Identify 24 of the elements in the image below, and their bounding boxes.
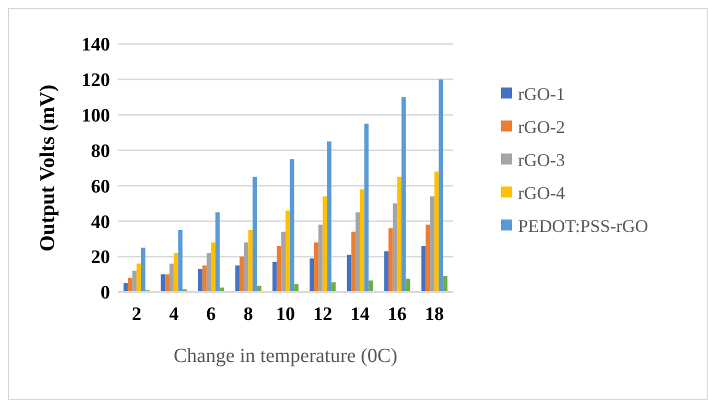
y-tick-label: 120	[82, 70, 110, 92]
x-tick-label: 4	[169, 304, 180, 325]
x-tick-label: 2	[132, 304, 142, 325]
y-tick-label: 40	[91, 212, 110, 233]
y-tick-label: 140	[82, 34, 110, 56]
x-tick-label: 8	[244, 304, 254, 325]
y-tick-label: 60	[91, 176, 110, 198]
y-tick-label: 100	[82, 106, 110, 127]
legend-label: rGO-2	[518, 116, 565, 137]
y-axis-title: Output Volts (mV)	[35, 84, 59, 252]
x-tick-label: 10	[276, 304, 295, 325]
x-tick-label: 14	[350, 304, 370, 325]
legend-label: PEDOT:PSS-rGO	[518, 216, 648, 236]
legend-label: rGO-3	[518, 150, 565, 170]
x-tick-label: 16	[388, 304, 407, 325]
x-tick-label: 12	[313, 304, 332, 325]
y-tick-label: 20	[91, 247, 110, 268]
legend-label: rGO-4	[518, 182, 565, 203]
x-tick-label: 18	[424, 304, 444, 325]
x-tick-label: 6	[206, 304, 216, 325]
legend-label: rGO-1	[518, 84, 565, 104]
y-tick-label: 0	[100, 282, 110, 304]
x-axis-title: Change in temperature (0C)	[174, 345, 398, 367]
y-tick-label: 80	[91, 140, 110, 162]
